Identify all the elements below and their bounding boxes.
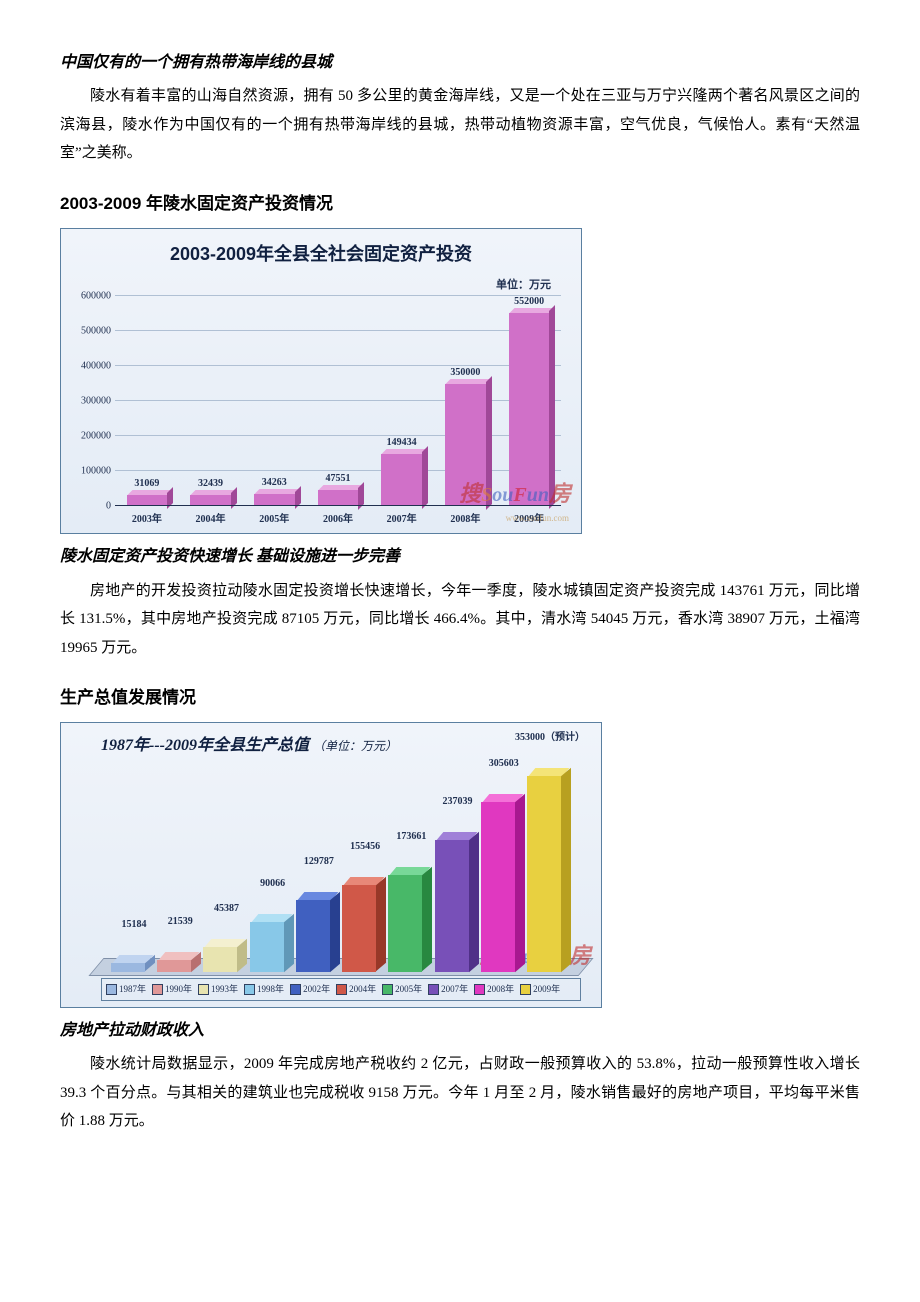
chart1-unit: 单位：万元 (71, 275, 571, 296)
chart1-bar (381, 454, 422, 506)
chart1-bar (318, 490, 359, 507)
chart1-bar (509, 313, 550, 506)
chart1-bar-col: 31069 (118, 474, 176, 506)
chart2-legend-swatch (336, 984, 347, 995)
chart2-bar-label: 45387 (214, 899, 239, 918)
chart2-legend-swatch (244, 984, 255, 995)
chart1-ytick: 0 (106, 497, 111, 516)
chart2-legend-swatch (428, 984, 439, 995)
watermark-url: www.soufun.com (506, 510, 569, 527)
chart1-bar-col: 34263 (245, 473, 303, 506)
chart2-bar-label: 90066 (260, 874, 285, 893)
chart2-bar-label: 237039 (443, 792, 473, 811)
chart2-plot: 15184 21539 45387 90066 129787 155456 173661 23… (101, 772, 581, 972)
chart2-legend-label: 2007年 (441, 981, 468, 998)
chart1-bar-col: 552000 (500, 292, 558, 506)
chart1-bars: 31069324393426347551149434350000552000 (115, 296, 561, 506)
chart1-ytick: 100000 (81, 462, 111, 481)
chart1-title: 2003-2009年全县全社会固定资产投资 (71, 237, 571, 271)
chart1-xlabels: 2003年2004年2005年2006年2007年2008年2009年 (115, 510, 561, 529)
chart2-legend-label: 2008年 (487, 981, 514, 998)
chart1-ytick: 600000 (81, 287, 111, 306)
chart2-legend-label: 2004年 (349, 981, 376, 998)
chart2-legend-label: 1998年 (257, 981, 284, 998)
section3-body: 陵水统计局数据显示，2009 年完成房地产税收约 2 亿元，占财政一般预算收入的… (60, 1050, 860, 1136)
chart2-bar (203, 947, 237, 972)
chart2-legend-label: 2005年 (395, 981, 422, 998)
chart1-bar-col: 47551 (309, 469, 367, 507)
chart1-xlabel: 2007年 (373, 510, 431, 529)
chart2-bar-label: 305603 (489, 754, 519, 773)
chart1-yaxis: 0100000200000300000400000500000600000 (71, 296, 115, 506)
section2-heading: 2003-2009 年陵水固定资产投资情况 (60, 188, 860, 220)
section2-body: 房地产的开发投资拉动陵水固定投资增长快速增长，今年一季度，陵水城镇固定资产投资完… (60, 577, 860, 663)
chart2-legend-item: 1987年 (106, 981, 146, 998)
chart2-legend-swatch (152, 984, 163, 995)
chart2-legend-item: 2002年 (290, 981, 330, 998)
chart2-legend-label: 1993年 (211, 981, 238, 998)
chart2-bar (342, 885, 376, 971)
chart2-bar (388, 875, 422, 971)
chart2-legend-item: 2009年 (520, 981, 560, 998)
chart1-bar (445, 384, 486, 507)
section2-subtitle: 陵水固定资产投资快速增长 基础设施进一步完善 (60, 542, 860, 572)
chart2-legend-item: 2005年 (382, 981, 422, 998)
section3-subtitle: 房地产拉动财政收入 (60, 1016, 860, 1046)
chart2-bar-label: 129787 (304, 852, 334, 871)
chart2-bar (250, 922, 284, 972)
chart2-legend-label: 2009年 (533, 981, 560, 998)
chart2-legend-label: 1987年 (119, 981, 146, 998)
chart1-plot: 0100000200000300000400000500000600000 31… (115, 296, 561, 506)
chart2-legend-swatch (520, 984, 531, 995)
chart1-xlabel: 2003年 (118, 510, 176, 529)
chart2-bar-label: 21539 (168, 912, 193, 931)
chart2-container: 1987年---2009年全县生产总值 （单位：万元） 15184 21539 45… (60, 722, 602, 1007)
chart2-legend-item: 1990年 (152, 981, 192, 998)
section1-body: 陵水有着丰富的山海自然资源，拥有 50 多公里的黄金海岸线，又是一个处在三亚与万… (60, 82, 860, 168)
chart2-legend-item: 1998年 (244, 981, 284, 998)
chart2-bar (435, 840, 469, 972)
chart1-ytick: 300000 (81, 392, 111, 411)
chart2-legend-item: 1993年 (198, 981, 238, 998)
chart2-bar-label: 15184 (122, 915, 147, 934)
chart2-bar-label: 155456 (350, 837, 380, 856)
chart2-legend-item: 2008年 (474, 981, 514, 998)
chart2-title-text: 1987年---2009年全县生产总值 (101, 737, 309, 754)
chart1-container: 2003-2009年全县全社会固定资产投资 单位：万元 010000020000… (60, 228, 582, 534)
chart2-legend-label: 1990年 (165, 981, 192, 998)
chart2-legend: 1987年 1990年 1993年 1998年 2002年 2004年 2005年 2007年… (101, 978, 581, 1001)
chart1-xlabel: 2008年 (436, 510, 494, 529)
chart1-xlabel: 2005年 (245, 510, 303, 529)
chart2-legend-label: 2002年 (303, 981, 330, 998)
chart1-xlabel: 2006年 (309, 510, 367, 529)
chart1-bar-col: 32439 (182, 474, 240, 506)
chart2-legend-swatch (106, 984, 117, 995)
chart1-xlabel: 2004年 (182, 510, 240, 529)
chart1-ytick: 200000 (81, 427, 111, 446)
chart2-legend-item: 2007年 (428, 981, 468, 998)
chart2-legend-swatch (382, 984, 393, 995)
chart2-legend-swatch (290, 984, 301, 995)
chart2-bar (296, 900, 330, 972)
chart1-baseline (115, 505, 561, 506)
chart2-bar-label: 353000（预计） (515, 728, 585, 747)
chart1-bar-col: 149434 (373, 433, 431, 506)
chart2-bar (157, 960, 191, 972)
chart1-ytick: 400000 (81, 357, 111, 376)
chart2-legend-swatch (474, 984, 485, 995)
chart1-ytick: 500000 (81, 322, 111, 341)
section1-title: 中国仅有的一个拥有热带海岸线的县城 (60, 48, 860, 78)
chart2-bar (111, 963, 145, 971)
chart2-bars: 15184 21539 45387 90066 129787 155456 173661 23… (101, 772, 581, 972)
chart2-unit: （单位：万元） (313, 739, 397, 753)
section3-heading: 生产总值发展情况 (60, 682, 860, 714)
chart2-bar (527, 776, 561, 972)
chart1-bar-col: 350000 (436, 363, 494, 507)
chart2-bar (481, 802, 515, 972)
chart2-legend-swatch (198, 984, 209, 995)
chart2-bar-label: 173661 (396, 827, 426, 846)
chart2-legend-item: 2004年 (336, 981, 376, 998)
